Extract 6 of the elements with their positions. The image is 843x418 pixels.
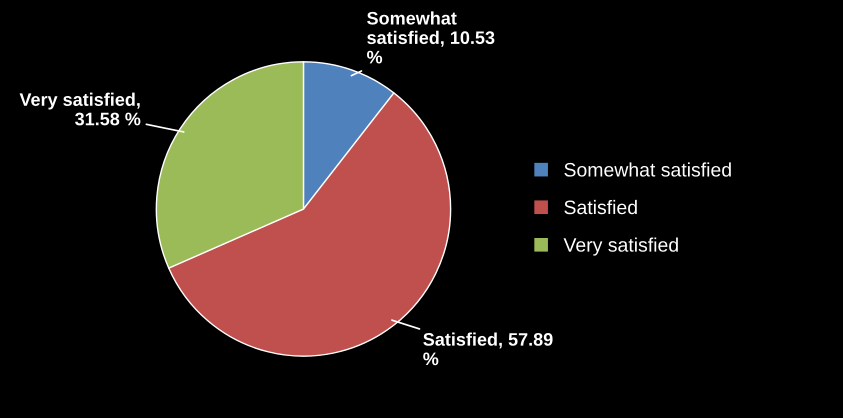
legend-label: Somewhat satisfied — [564, 162, 731, 177]
legend-label: Satisfied — [564, 200, 637, 214]
data-label: Satisfied, 57.89 % — [423, 332, 553, 366]
legend-label: Very satisfied — [564, 238, 678, 256]
data-label: Very satisfied, 31.58 % — [20, 92, 140, 126]
data-label: Somewhat satisfied, 10.53 % — [367, 11, 494, 64]
